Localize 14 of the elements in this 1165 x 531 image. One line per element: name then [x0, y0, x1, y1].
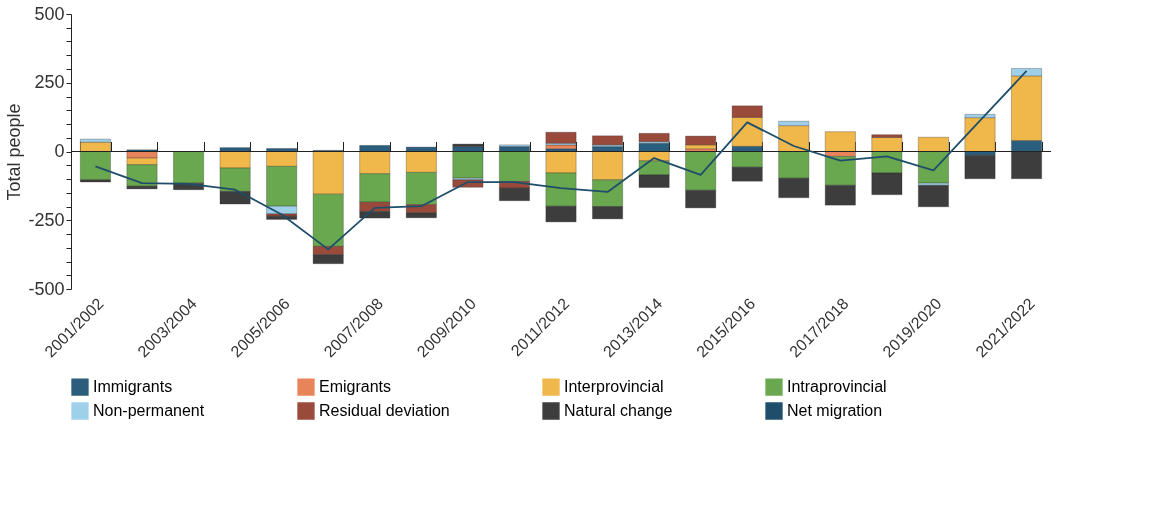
- y-tick-label: -250: [28, 209, 65, 230]
- legend-label: Residual deviation: [319, 402, 450, 419]
- y-tick-label: 0: [54, 141, 65, 161]
- y-tick-label: 250: [34, 72, 65, 93]
- y-tick-label: 500: [34, 3, 65, 24]
- legend-label: Intraprovincial: [787, 378, 887, 396]
- legend-label: Non-permanent: [93, 402, 205, 419]
- legend-label: Net migration: [787, 402, 883, 419]
- legend-label: Emigrants: [319, 378, 392, 396]
- legend-label: Immigrants: [93, 378, 173, 396]
- y-axis-title: Total people: [4, 103, 25, 201]
- y-tick-label: -500: [28, 278, 65, 299]
- legend-label: Natural change: [564, 402, 673, 419]
- legend-label: Interprovincial: [564, 378, 664, 396]
